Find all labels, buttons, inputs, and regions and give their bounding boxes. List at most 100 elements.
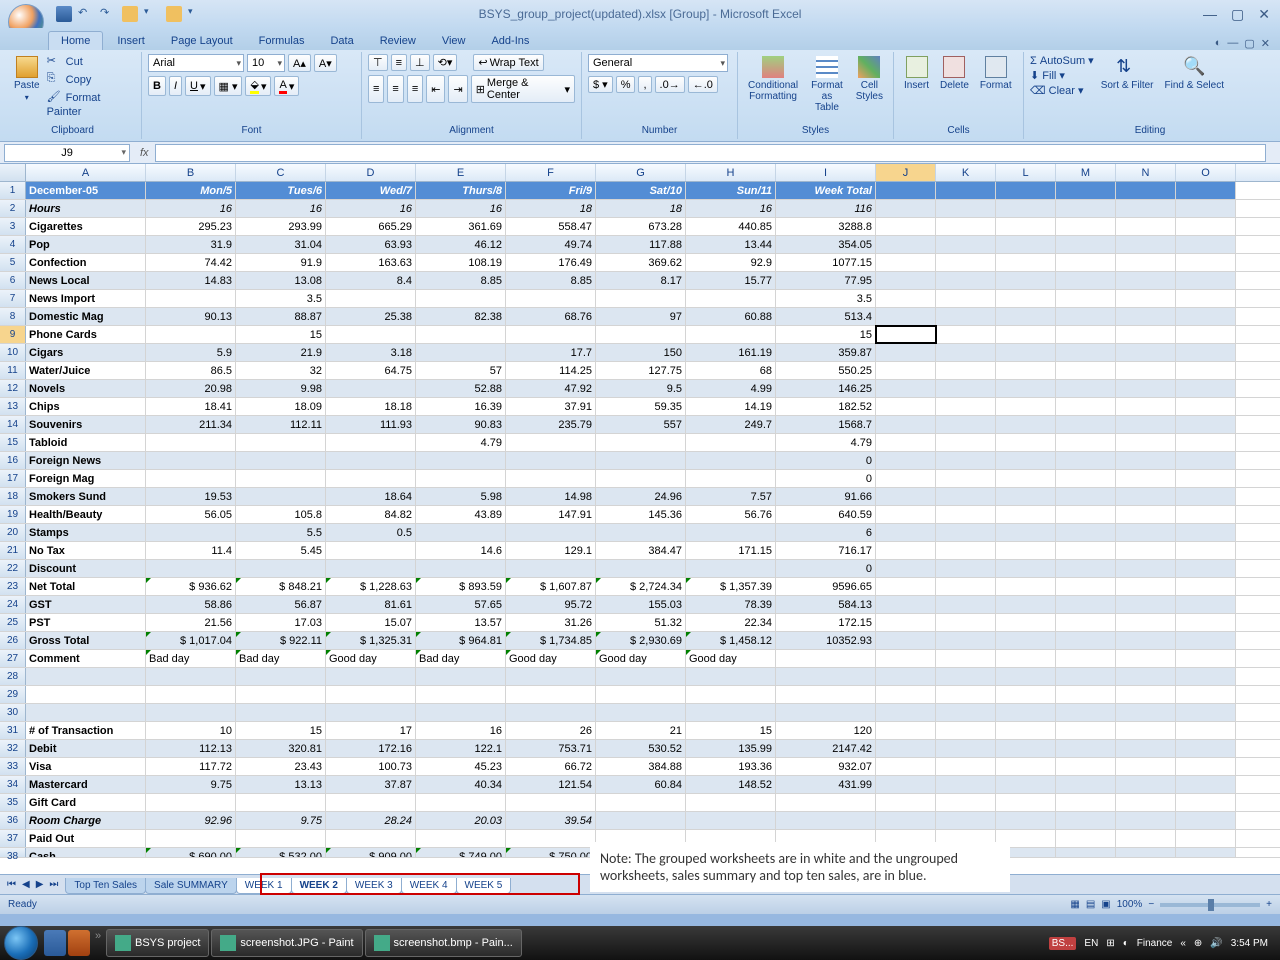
cell[interactable] — [1116, 596, 1176, 613]
cell[interactable]: 16.39 — [416, 398, 506, 415]
cell[interactable] — [936, 650, 996, 667]
ribbon-tab-page-layout[interactable]: Page Layout — [159, 32, 245, 50]
cell[interactable]: 18.09 — [236, 398, 326, 415]
cell[interactable] — [416, 830, 506, 847]
cell[interactable]: 7.57 — [686, 488, 776, 505]
cell[interactable]: 111.93 — [326, 416, 416, 433]
row-header[interactable]: 9 — [0, 326, 26, 343]
cell[interactable] — [26, 668, 146, 685]
find-select-button[interactable]: 🔍Find & Select — [1161, 54, 1228, 93]
cell[interactable]: Souvenirs — [26, 416, 146, 433]
cell[interactable] — [236, 452, 326, 469]
cell[interactable] — [686, 794, 776, 811]
cell[interactable] — [776, 812, 876, 829]
cell[interactable]: 4.99 — [686, 380, 776, 397]
cell[interactable]: $ 1,458.12 — [686, 632, 776, 649]
cell[interactable] — [596, 794, 686, 811]
cell[interactable] — [1176, 830, 1236, 847]
cell[interactable] — [936, 812, 996, 829]
cell[interactable] — [936, 326, 996, 343]
row-header[interactable]: 14 — [0, 416, 26, 433]
cell[interactable]: 90.13 — [146, 308, 236, 325]
cell[interactable] — [996, 344, 1056, 361]
cell[interactable]: 4.79 — [416, 434, 506, 451]
cell[interactable]: Bad day — [146, 650, 236, 667]
cell[interactable]: 18.18 — [326, 398, 416, 415]
view-layout-icon[interactable]: ▤ — [1086, 899, 1095, 910]
cell[interactable] — [1176, 488, 1236, 505]
sheet-nav-button[interactable]: ⏮ — [4, 879, 19, 890]
ribbon-tab-home[interactable]: Home — [48, 31, 103, 50]
autosum-button[interactable]: Σ AutoSum ▾ — [1030, 54, 1094, 67]
cell[interactable] — [1116, 812, 1176, 829]
cell[interactable] — [936, 488, 996, 505]
cell[interactable]: 97 — [596, 308, 686, 325]
cell[interactable] — [996, 542, 1056, 559]
cell[interactable] — [416, 344, 506, 361]
cell[interactable] — [996, 740, 1056, 757]
cell[interactable]: 10 — [146, 722, 236, 739]
cell[interactable] — [936, 740, 996, 757]
qat-open-icon[interactable] — [166, 6, 182, 22]
cell[interactable] — [1116, 182, 1176, 199]
cell[interactable] — [1056, 650, 1116, 667]
tray-net-icon[interactable]: ⊕ — [1194, 938, 1202, 949]
cell[interactable]: 122.1 — [416, 740, 506, 757]
cell[interactable]: 127.75 — [596, 362, 686, 379]
cell[interactable] — [936, 290, 996, 307]
taskbar-item[interactable]: BSYS project — [106, 929, 209, 957]
cell[interactable]: $ 749.00 — [416, 848, 506, 857]
cell[interactable] — [876, 686, 936, 703]
cell[interactable] — [1176, 722, 1236, 739]
cell[interactable] — [596, 290, 686, 307]
cell[interactable] — [1116, 614, 1176, 631]
cell[interactable]: 18 — [596, 200, 686, 217]
cell[interactable] — [1176, 452, 1236, 469]
cell[interactable]: 22.34 — [686, 614, 776, 631]
cell[interactable] — [416, 290, 506, 307]
col-header-D[interactable]: D — [326, 164, 416, 181]
cell[interactable]: $ 750.00 — [506, 848, 596, 857]
doc-minimize-button[interactable]: — — [1227, 37, 1238, 50]
cell[interactable]: PST — [26, 614, 146, 631]
font-size-combo[interactable]: 10 — [247, 54, 285, 72]
cell[interactable] — [416, 686, 506, 703]
cell[interactable] — [936, 560, 996, 577]
cell[interactable] — [686, 434, 776, 451]
cell[interactable] — [996, 668, 1056, 685]
cell[interactable]: 78.39 — [686, 596, 776, 613]
cell[interactable] — [506, 560, 596, 577]
cell[interactable] — [996, 398, 1056, 415]
cell[interactable] — [506, 452, 596, 469]
cell[interactable] — [1056, 560, 1116, 577]
row-header[interactable]: 31 — [0, 722, 26, 739]
cell[interactable]: Visa — [26, 758, 146, 775]
taskbar-chevron-icon[interactable]: » — [92, 930, 104, 956]
bold-button[interactable]: B — [148, 76, 166, 96]
cell[interactable]: Sat/10 — [596, 182, 686, 199]
cell[interactable] — [1176, 704, 1236, 721]
cell-styles-button[interactable]: Cell Styles — [852, 54, 887, 104]
cell[interactable] — [996, 686, 1056, 703]
cell[interactable] — [1176, 650, 1236, 667]
clear-button[interactable]: ⌫ Clear ▾ — [1030, 84, 1094, 97]
cell[interactable]: 82.38 — [416, 308, 506, 325]
cell[interactable] — [326, 560, 416, 577]
cell[interactable] — [686, 326, 776, 343]
cell[interactable] — [686, 686, 776, 703]
cell[interactable] — [416, 668, 506, 685]
cell[interactable]: 431.99 — [776, 776, 876, 793]
cell[interactable] — [1056, 218, 1116, 235]
cell[interactable] — [1116, 668, 1176, 685]
cell[interactable] — [876, 470, 936, 487]
cell[interactable]: 11.4 — [146, 542, 236, 559]
cell[interactable]: 16 — [326, 200, 416, 217]
cell[interactable]: Good day — [506, 650, 596, 667]
cell[interactable]: 40.34 — [416, 776, 506, 793]
cell[interactable]: $ 848.21 — [236, 578, 326, 595]
cell[interactable] — [26, 704, 146, 721]
cell[interactable]: Good day — [326, 650, 416, 667]
cell[interactable] — [506, 470, 596, 487]
cell[interactable] — [996, 200, 1056, 217]
cell[interactable] — [996, 794, 1056, 811]
